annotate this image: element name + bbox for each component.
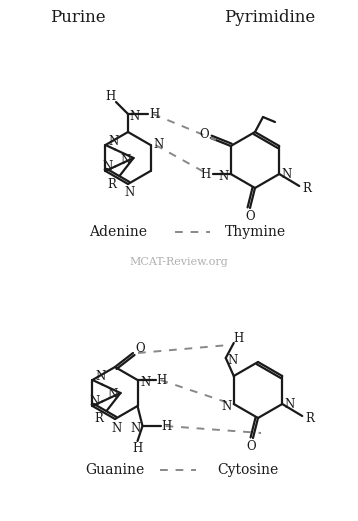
Text: R: R (94, 413, 103, 426)
Text: N: N (112, 421, 122, 435)
Text: N: N (95, 370, 105, 383)
Text: H: H (149, 107, 159, 120)
Text: N: N (120, 154, 131, 167)
Text: N: N (130, 109, 140, 122)
Text: N: N (222, 400, 232, 413)
Text: H: H (156, 374, 166, 387)
Text: Purine: Purine (50, 9, 106, 27)
Text: N: N (153, 139, 164, 152)
Text: Cytosine: Cytosine (217, 463, 279, 477)
Text: H: H (234, 331, 244, 344)
Text: Thymine: Thymine (224, 225, 286, 239)
Text: Pyrimidine: Pyrimidine (224, 9, 316, 27)
Text: R: R (306, 413, 315, 426)
Text: Adenine: Adenine (89, 225, 147, 239)
Text: R: R (303, 182, 312, 195)
Text: H: H (200, 167, 211, 180)
Text: N: N (125, 187, 135, 200)
Text: N: N (102, 160, 112, 173)
Text: O: O (135, 342, 145, 355)
Text: O: O (246, 440, 256, 453)
Text: N: N (140, 376, 151, 389)
Text: H: H (105, 91, 115, 104)
Text: O: O (245, 209, 255, 222)
Text: N: N (130, 421, 141, 435)
Text: R: R (107, 178, 116, 191)
Text: H: H (132, 442, 142, 455)
Text: N: N (219, 169, 229, 182)
Text: N: N (89, 395, 100, 408)
Text: N: N (281, 167, 291, 180)
Text: N: N (284, 398, 294, 411)
Text: N: N (108, 135, 118, 148)
Text: H: H (161, 419, 171, 432)
Text: O: O (199, 129, 209, 142)
Text: MCAT-Review.org: MCAT-Review.org (130, 257, 228, 267)
Text: N: N (107, 389, 118, 402)
Text: N: N (228, 354, 238, 366)
Text: Guanine: Guanine (85, 463, 145, 477)
